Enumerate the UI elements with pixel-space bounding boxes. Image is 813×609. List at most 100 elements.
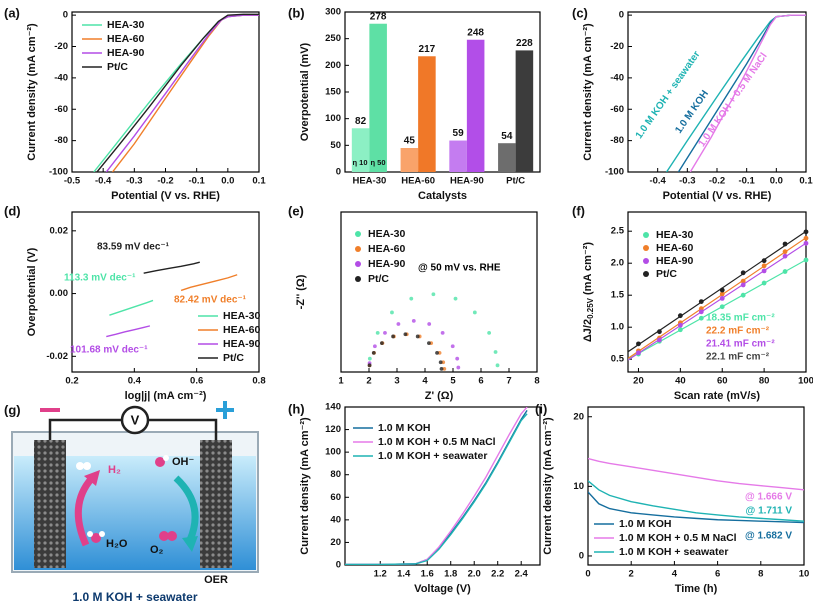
point [740,292,746,298]
legend-label: 1.0 M KOH [378,422,431,434]
x-tick-label: -0.4 [649,176,666,187]
y-tick-label: 120 [325,424,341,435]
x-tick-label: -0.4 [95,176,112,187]
x-tick-label: 2 [366,376,371,387]
x-tick-label: 1 [338,376,344,387]
panel: (c) -0.4 -0.3 -0.2 -0.1 0.0 0.1 -100 -80 -60 -40 -2… [572,5,813,201]
voltmeter-label: V [131,412,140,427]
y-tick-label: -80 [610,135,624,146]
panel: (d) 0.2 0.4 0.6 0.8 -0.02 0.00 0.02 log|j| (mA c… [4,203,266,401]
x-tick-label: 2.2 [491,569,504,580]
legend-swatch [355,276,361,282]
panel-label: (a) [4,5,20,20]
x-tick-label: 80 [759,376,770,387]
panel-label: (i) [535,401,547,416]
point [367,363,372,368]
x-tick-label: -0.1 [738,176,755,187]
point [455,356,460,361]
y-tick-label: -40 [610,72,624,83]
legend-label: 1.0 M KOH + 0.5 M NaCl [619,532,737,544]
point [740,282,746,288]
annotation: 22.2 mF cm⁻² [706,326,770,337]
x-tick-label: 1.4 [397,569,411,580]
x-tick-label: 20 [633,376,644,387]
x-tick-label: 1.8 [444,569,457,580]
y-axis-label-part: Current density (mA cm⁻²) [542,417,554,555]
legend-label: η 50 [370,158,385,167]
x-tick-label: 1.2 [374,569,387,580]
x-tick-label: 8 [534,376,539,387]
point [367,356,372,361]
line [588,491,804,524]
point [761,280,767,286]
plot-frame [340,211,538,373]
x-axis-label: Catalysts [418,190,467,202]
legend-label: HEA-30 [656,229,694,241]
x-tick-label: 4 [422,376,428,387]
legend-label: 1.0 M KOH + seawater [378,450,487,462]
electrode-label: HER [38,574,61,586]
legend-label: Pt/C [107,61,128,73]
legend-swatch [643,245,649,251]
bar [400,148,419,172]
point [657,337,662,343]
x-axis-label: Voltage (V) [414,583,471,595]
x-tick-label: 0.0 [770,176,783,187]
x-axis-label: Potential (V vs. RHE) [111,190,220,202]
legend-label: 1.0 M KOH + seawater [634,49,703,141]
x-tick-label: 100 [798,376,813,387]
point [677,322,683,328]
legend-swatch [643,258,649,264]
plot-frame [627,11,807,173]
line [689,14,806,172]
x-tick-label: 8 [758,569,763,580]
species-label: O₂ [150,544,164,556]
point [415,334,420,339]
x-tick-label: 5 [450,376,456,387]
y-tick-label: 2.5 [611,226,625,237]
y-tick-label: 0 [63,10,68,21]
value-label: 45 [404,136,416,147]
x-tick-label: HEA-60 [401,176,435,187]
x-tick-label: 7 [506,376,511,387]
point [391,334,395,339]
y-axis-label-part: (mA cm⁻²) [582,242,594,295]
legend-label: Pt/C [223,352,244,364]
point [782,253,788,259]
line [105,14,259,172]
y-axis-label: ΔJ/20.25V (mA cm⁻²) [582,242,595,343]
value-label: 59 [453,128,465,139]
point [803,235,809,241]
x-tick-label: 0.6 [190,376,203,387]
y-tick-label: 150 [325,87,341,98]
y-tick-label: 100 [325,113,341,124]
y-tick-label: 200 [325,60,341,71]
point [375,330,380,335]
legend-label: HEA-60 [656,242,694,254]
panel-label: (h) [288,401,305,416]
x-tick-label: 0.8 [252,376,265,387]
point [719,287,725,293]
y-tick-label: -60 [54,104,68,115]
bar [418,56,436,173]
species-label: H₂ [108,464,121,476]
y-axis-label-part: Overpotential (mV) [299,42,311,141]
point [371,350,376,355]
x-axis-label: Z' (Ω) [425,390,454,402]
legend-swatch [643,232,649,238]
x-tick-label: 60 [717,376,728,387]
x-tick-label: HEA-30 [352,176,386,187]
legend-label: HEA-30 [107,19,145,31]
point [495,363,500,368]
legend-label: HEA-60 [223,324,261,336]
y-tick-label: 1.0 [611,322,624,333]
panel: (e) 1 2 3 4 5 6 7 8 Z' (Ω) -Z'' (Ω) HEA-30 HEA-60 HEA… [288,203,540,401]
point [677,313,683,319]
annotation: 101.68 mV dec⁻¹ [70,345,148,356]
x-tick-label: 40 [675,376,686,387]
x-tick-label: Pt/C [506,176,525,187]
legend-label: HEA-90 [107,47,145,59]
line [588,480,804,522]
negative-sign [40,408,60,412]
y-axis-label: Current density (mA cm⁻²) [542,417,554,555]
